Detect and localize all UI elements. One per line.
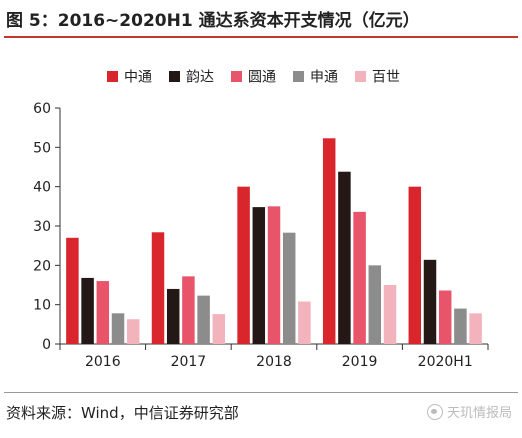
bar-2020H1-4 xyxy=(454,308,467,344)
legend-swatch-4 xyxy=(293,71,304,82)
y-tick-label-40: 40 xyxy=(33,180,51,196)
bar-2019-4 xyxy=(368,265,382,344)
y-tick-label-10: 10 xyxy=(33,298,51,314)
bar-2018-1 xyxy=(237,186,250,344)
bar-2020H1-1 xyxy=(408,186,422,344)
legend-swatch-5 xyxy=(355,71,366,82)
footer-divider xyxy=(4,392,518,393)
watermark-text: 天玑情报局 xyxy=(446,406,512,421)
title-divider xyxy=(4,36,518,38)
bar-2019-2 xyxy=(338,171,351,344)
bar-2017-1 xyxy=(151,232,165,344)
bar-2017-3 xyxy=(182,276,195,344)
y-tick-label-60: 60 xyxy=(33,101,51,117)
bar-2019-3 xyxy=(353,211,366,344)
bar-2018-4 xyxy=(282,232,296,344)
x-tick-label-2020H1: 2020H1 xyxy=(418,354,473,370)
x-tick-label-2018: 2018 xyxy=(256,354,292,370)
bar-2020H1-2 xyxy=(423,259,437,344)
bar-2019-5 xyxy=(383,285,397,344)
y-tick-label-50: 50 xyxy=(33,140,51,156)
wechat-icon xyxy=(426,403,443,420)
figure-title: 图 5：2016~2020H1 通达系资本开支情况（亿元） xyxy=(6,11,420,31)
bar-2018-3 xyxy=(267,206,281,344)
bar-2020H1-3 xyxy=(438,290,452,344)
legend-label-5: 百世 xyxy=(372,70,400,86)
bar-2016-5 xyxy=(126,319,140,344)
x-tick-label-2017: 2017 xyxy=(171,354,207,370)
bar-2016-1 xyxy=(66,237,79,344)
legend-swatch-1 xyxy=(107,71,118,82)
legend-swatch-2 xyxy=(169,71,180,82)
legend-label-2: 韵达 xyxy=(186,70,214,86)
bar-2017-2 xyxy=(166,288,180,344)
legend-label-1: 中通 xyxy=(124,70,152,86)
x-tick-label-2019: 2019 xyxy=(342,354,378,370)
bar-2016-4 xyxy=(111,313,125,344)
x-tick-label-2016: 2016 xyxy=(85,354,121,370)
bar-2019-1 xyxy=(322,138,336,344)
source-note: 资料来源：Wind，中信证券研究部 xyxy=(6,404,239,422)
bar-2017-5 xyxy=(212,314,226,344)
y-tick-label-30: 30 xyxy=(33,219,51,235)
legend-label-4: 申通 xyxy=(310,70,338,86)
bar-2020H1-5 xyxy=(469,313,482,344)
bar-2018-5 xyxy=(298,301,311,344)
bar-2017-4 xyxy=(197,295,210,344)
y-tick-label-0: 0 xyxy=(42,337,51,353)
bar-2016-3 xyxy=(96,281,110,344)
watermark: 天玑情报局 xyxy=(426,402,512,421)
y-tick-label-20: 20 xyxy=(33,258,51,274)
legend-label-3: 圆通 xyxy=(248,70,276,86)
bar-2016-2 xyxy=(81,277,94,344)
bar-2018-2 xyxy=(252,207,266,344)
legend-swatch-3 xyxy=(231,71,242,82)
